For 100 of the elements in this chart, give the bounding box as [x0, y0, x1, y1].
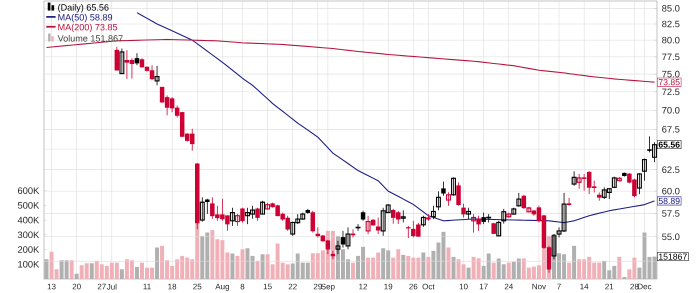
- x-tick-label: 27: [98, 284, 106, 290]
- candlestick: [456, 182, 461, 206]
- x-tick-label: 24: [504, 284, 513, 290]
- x-tick-label: Sep: [321, 284, 335, 291]
- y-tick-label: 100K: [18, 260, 40, 268]
- candlestick: [426, 214, 431, 222]
- x-tick-label: 11: [143, 284, 151, 290]
- y2-tick-label: 72.5: [662, 88, 680, 96]
- x-tick-label: 22: [288, 284, 297, 290]
- bar: [351, 262, 356, 279]
- bar: [134, 266, 139, 279]
- text: 58.89: [658, 198, 680, 204]
- candlestick: [350, 228, 356, 238]
- x-tick-label: 8: [240, 284, 244, 290]
- x-tick-label: Dec: [638, 284, 652, 290]
- candlestick: [572, 170, 577, 186]
- candlestick: [255, 207, 260, 222]
- legend-label: MA(50) 58.89: [58, 14, 112, 22]
- y2-tick-label: 75.0: [662, 70, 680, 78]
- y2-tick-label: 55.0: [662, 233, 680, 240]
- candlestick: [376, 217, 380, 235]
- text: 73.85: [658, 79, 680, 86]
- bar: [506, 262, 511, 279]
- bar: [466, 268, 471, 279]
- x-tick-label: 13: [48, 284, 56, 290]
- y2-tick-label: 80.0: [662, 36, 680, 44]
- x-tick-label: Jul: [106, 284, 116, 290]
- x-tick-label: 17: [480, 284, 488, 290]
- y-tick-label: 400K: [18, 216, 40, 224]
- bar: [617, 256, 622, 279]
- x-tick-label: Oct: [422, 284, 435, 290]
- candlestick: [441, 181, 446, 196]
- y-tick-label: 500K: [18, 202, 40, 209]
- y2-tick-label: 77.5: [662, 54, 680, 60]
- x-tick-label: Aug: [215, 284, 229, 291]
- x-tick-label: 12: [359, 284, 368, 290]
- candlestick: [566, 197, 572, 206]
- bar: [426, 256, 430, 279]
- candlestick: [451, 176, 456, 196]
- bar: [492, 262, 496, 279]
- x-tick-label: 21: [605, 284, 614, 290]
- y2-tick-label: 70.0: [662, 106, 680, 114]
- y2-tick-label: 57.5: [662, 210, 680, 217]
- y2-tick-label: 62.5: [662, 166, 680, 173]
- candlestick: [114, 46, 120, 71]
- text: 65.56: [658, 142, 680, 148]
- x-tick-label: 29: [314, 284, 322, 290]
- candlestick: [406, 225, 411, 238]
- bar: [120, 269, 124, 279]
- candlestick: [154, 66, 160, 86]
- x-tick-label: 26: [409, 284, 418, 290]
- x-tick-label: 25: [193, 284, 202, 290]
- candlestick: [430, 205, 436, 220]
- y2-tick-label: 67.5: [662, 126, 680, 133]
- candlestick: [119, 48, 124, 74]
- x-tick-label: 15: [264, 284, 272, 290]
- x-tick-label: 10: [460, 284, 468, 290]
- candlestick: [446, 192, 451, 206]
- y-tick-label: 300K: [18, 232, 40, 238]
- bar: [260, 254, 265, 279]
- x-tick-label: Nov: [532, 284, 546, 290]
- candlestick: [612, 176, 617, 188]
- bar: [401, 254, 406, 279]
- bar: [44, 259, 49, 279]
- y2-tick-label: 85.0: [662, 5, 680, 12]
- x-tick-label: 18: [168, 284, 176, 290]
- candlestick: [496, 220, 502, 237]
- bar: [446, 247, 450, 279]
- candlestick: [310, 210, 316, 233]
- candlestick: [516, 192, 522, 208]
- candlestick: [642, 158, 647, 182]
- candlestick: [466, 207, 472, 220]
- y2-tick-label: 60.0: [662, 188, 680, 194]
- candlestick: [420, 215, 426, 228]
- bar: [567, 262, 572, 279]
- y2-tick-label: 82.5: [662, 20, 680, 28]
- bar: [74, 274, 79, 279]
- candlestick: [260, 200, 266, 215]
- x-tick-label: 19: [384, 284, 392, 290]
- bar: [230, 254, 234, 279]
- legend-label: (Daily) 65.56: [58, 4, 109, 12]
- bar: [421, 252, 426, 279]
- x-tick-label: 7: [557, 284, 561, 290]
- x-tick-label: 20: [72, 284, 81, 290]
- candlestick: [436, 190, 441, 211]
- legend-label: Volume 151,867: [58, 34, 123, 43]
- candlestick: [360, 210, 366, 222]
- candlestick: [461, 203, 466, 218]
- bar: [452, 256, 456, 279]
- y-tick-label: 600K: [18, 187, 40, 194]
- text: 151867: [659, 254, 687, 260]
- candlestick: [636, 172, 642, 194]
- bar: [155, 247, 160, 279]
- candlestick: [501, 208, 506, 224]
- y-tick-label: 200K: [18, 246, 40, 253]
- candlestick: [230, 207, 235, 226]
- candlestick: [134, 52, 140, 66]
- bar: [256, 260, 260, 279]
- candlestick: [400, 210, 406, 223]
- x-tick-label: 14: [580, 284, 588, 290]
